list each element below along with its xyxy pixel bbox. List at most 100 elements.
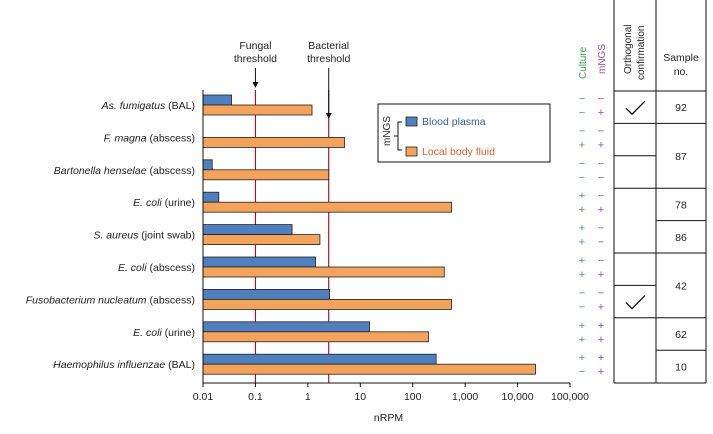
mngs-sign: − bbox=[598, 125, 604, 137]
check-icon bbox=[625, 100, 646, 116]
row-label: Haemophilus influenzae (BAL) bbox=[53, 359, 195, 371]
x-tick-label: 1,000 bbox=[452, 391, 478, 403]
mngs-sign: − bbox=[598, 287, 604, 299]
mngs-sign: + bbox=[598, 320, 604, 332]
organism-name: Bartonella henselae bbox=[54, 165, 147, 177]
sample-number: 10 bbox=[675, 361, 687, 373]
x-tick-label: 100 bbox=[404, 391, 422, 403]
culture-sign: + bbox=[579, 139, 585, 151]
culture-header: Culture bbox=[578, 46, 589, 79]
bar-blood-plasma bbox=[202, 191, 220, 203]
mngs-sign: + bbox=[598, 269, 604, 281]
culture-sign: − bbox=[579, 287, 585, 299]
mngs-sign: + bbox=[598, 334, 604, 346]
check-icon bbox=[625, 295, 646, 310]
organism-name: E. coli bbox=[118, 262, 147, 274]
mngs-sign: + bbox=[598, 139, 604, 151]
threshold-label: Bacterial bbox=[308, 40, 349, 52]
x-axis: 0.01 0.1 1 10 100 1,000 10,000 100,000 nRPM bbox=[193, 90, 589, 424]
culture-sign: − bbox=[579, 125, 585, 137]
specimen-type: (BAL) bbox=[165, 100, 195, 112]
results-table: Culture mNGS Orthogonal confirmation Sample n… bbox=[578, 0, 707, 384]
mngs-sign: + bbox=[598, 366, 604, 378]
bar-blood-plasma bbox=[202, 256, 316, 268]
sample-number: 87 bbox=[675, 151, 687, 163]
bar-local-body-fluid bbox=[202, 169, 330, 181]
threshold-label: threshold bbox=[307, 53, 350, 65]
bar-local-body-fluid bbox=[202, 298, 452, 310]
legend-label: Blood plasma bbox=[422, 116, 486, 128]
x-tick-label: 10 bbox=[354, 391, 366, 403]
culture-sign: − bbox=[579, 366, 585, 378]
specimen-type: (urine) bbox=[162, 197, 195, 209]
culture-sign: + bbox=[579, 204, 585, 216]
bar-local-body-fluid bbox=[202, 266, 445, 278]
culture-sign: + bbox=[579, 320, 585, 332]
mngs-sign: + bbox=[598, 301, 604, 313]
culture-sign: − bbox=[579, 172, 585, 184]
x-tick-label: 10,000 bbox=[502, 391, 534, 403]
culture-sign: − bbox=[579, 158, 585, 170]
sample-number: 86 bbox=[675, 232, 687, 244]
culture-sign: − bbox=[579, 93, 585, 105]
culture-sign: + bbox=[579, 190, 585, 202]
mngs-sign: − bbox=[598, 190, 604, 202]
culture-sign: − bbox=[579, 107, 585, 119]
bar-local-body-fluid bbox=[202, 234, 321, 246]
threshold-label: Fungal bbox=[239, 40, 271, 52]
mngs-sign: − bbox=[598, 237, 604, 249]
specimen-type: (abscess) bbox=[147, 132, 195, 144]
bar-local-body-fluid bbox=[202, 104, 313, 116]
sample-number: 42 bbox=[675, 280, 687, 292]
culture-sign: + bbox=[579, 334, 585, 346]
row-label: As. fumigatus (BAL) bbox=[101, 100, 195, 112]
bar-local-body-fluid bbox=[202, 331, 429, 343]
bar-blood-plasma bbox=[202, 224, 293, 236]
sample-header: no. bbox=[674, 66, 689, 78]
row-label: S. aureus (joint swab) bbox=[93, 230, 195, 242]
x-axis-title: nRPM bbox=[374, 412, 403, 424]
organism-name: Fusobacterium nucleatum bbox=[26, 294, 147, 306]
legend-label: Local body fluid bbox=[422, 146, 495, 158]
mngs-sign: − bbox=[598, 158, 604, 170]
bar-blood-plasma bbox=[202, 321, 370, 333]
culture-sign: − bbox=[579, 301, 585, 313]
mngs-sign: + bbox=[598, 204, 604, 216]
culture-sign: + bbox=[579, 352, 585, 364]
row-label: Bartonella henselae (abscess) bbox=[54, 165, 195, 177]
orthogonal-header: confirmation bbox=[636, 26, 647, 80]
x-tick-label: 1 bbox=[305, 391, 311, 403]
culture-sign: + bbox=[579, 255, 585, 267]
bar-blood-plasma bbox=[202, 288, 331, 300]
legend-group-label: mNGS bbox=[382, 116, 393, 146]
legend-swatch bbox=[405, 116, 418, 127]
bar-blood-plasma bbox=[202, 94, 232, 106]
bar-blood-plasma bbox=[202, 159, 213, 171]
culture-sign: + bbox=[579, 223, 585, 235]
organism-name: S. aureus bbox=[93, 230, 139, 242]
row-labels: As. fumigatus (BAL)F. magna (abscess)Bar… bbox=[26, 100, 195, 371]
mngs-sign: − bbox=[598, 172, 604, 184]
x-tick-label: 100,000 bbox=[551, 391, 589, 403]
threshold-label: threshold bbox=[234, 53, 277, 65]
threshold-arrowhead bbox=[325, 113, 332, 119]
culture-sign: + bbox=[579, 269, 585, 281]
bar-blood-plasma bbox=[202, 353, 437, 365]
mngs-sign: − bbox=[598, 223, 604, 235]
culture-sign: + bbox=[579, 237, 585, 249]
organism-name: As. fumigatus bbox=[101, 100, 166, 112]
row-label: Fusobacterium nucleatum (abscess) bbox=[26, 294, 195, 306]
threshold-arrowhead bbox=[252, 82, 259, 88]
specimen-type: (abscess) bbox=[147, 294, 195, 306]
bars-layer bbox=[202, 94, 536, 375]
orthogonal-header: Orthogonal bbox=[623, 25, 634, 74]
organism-name: E. coli bbox=[133, 197, 162, 209]
organism-name: Haemophilus influenzae bbox=[53, 359, 165, 371]
specimen-type: (joint swab) bbox=[138, 230, 195, 242]
row-label: E. coli (urine) bbox=[133, 327, 195, 339]
mngs-sign: + bbox=[598, 352, 604, 364]
mngs-sign: − bbox=[598, 255, 604, 267]
bar-local-body-fluid bbox=[202, 201, 452, 213]
x-tick-label: 0.1 bbox=[248, 391, 263, 403]
